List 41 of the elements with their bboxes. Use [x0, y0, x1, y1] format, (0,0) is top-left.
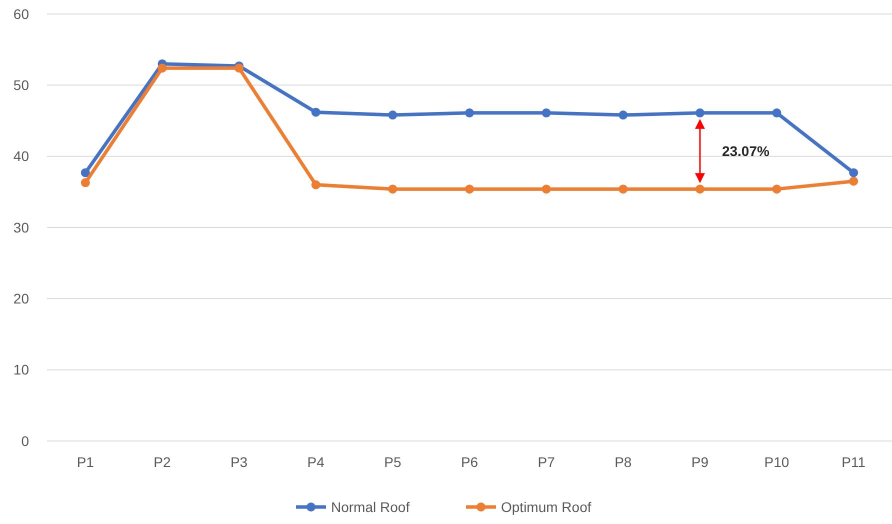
legend-label: Optimum Roof [501, 498, 592, 515]
point [618, 184, 628, 194]
point [695, 184, 704, 194]
x-tick-label: P2 [154, 454, 172, 470]
x-tick-label: P11 [842, 454, 866, 470]
point [772, 108, 782, 118]
y-tick-label: 0 [21, 432, 30, 449]
x-tick-label: P4 [307, 454, 325, 470]
point [849, 176, 858, 186]
point [465, 184, 474, 194]
point [618, 110, 628, 120]
point [849, 168, 858, 178]
y-tick-label: 20 [13, 290, 30, 307]
point [388, 184, 398, 194]
x-tick-label: P8 [614, 454, 632, 470]
point [311, 180, 320, 190]
point [542, 184, 551, 194]
x-tick-label: P6 [460, 454, 478, 470]
point [465, 108, 474, 118]
x-tick-label: P5 [384, 454, 402, 470]
y-tick-label: 40 [13, 148, 30, 164]
point [542, 108, 551, 118]
y-tick-label: 30 [13, 219, 30, 236]
y-tick-label: 10 [13, 362, 30, 378]
x-tick-label: P1 [76, 454, 94, 470]
y-tick-label: 60 [13, 6, 30, 22]
annotation: 23.07% [722, 142, 770, 159]
point [80, 168, 90, 178]
point [234, 64, 244, 73]
point [311, 108, 320, 117]
point [158, 64, 167, 73]
point [80, 178, 90, 188]
x-tick-label: P9 [691, 454, 709, 470]
point [772, 184, 782, 194]
legend-label: Normal Roof [331, 498, 410, 515]
x-tick-label: P3 [230, 454, 248, 470]
point [695, 108, 704, 118]
x-tick-label: P10 [764, 454, 790, 470]
point [388, 110, 398, 120]
x-tick-label: P7 [538, 454, 556, 470]
y-tick-label: 50 [13, 77, 30, 94]
